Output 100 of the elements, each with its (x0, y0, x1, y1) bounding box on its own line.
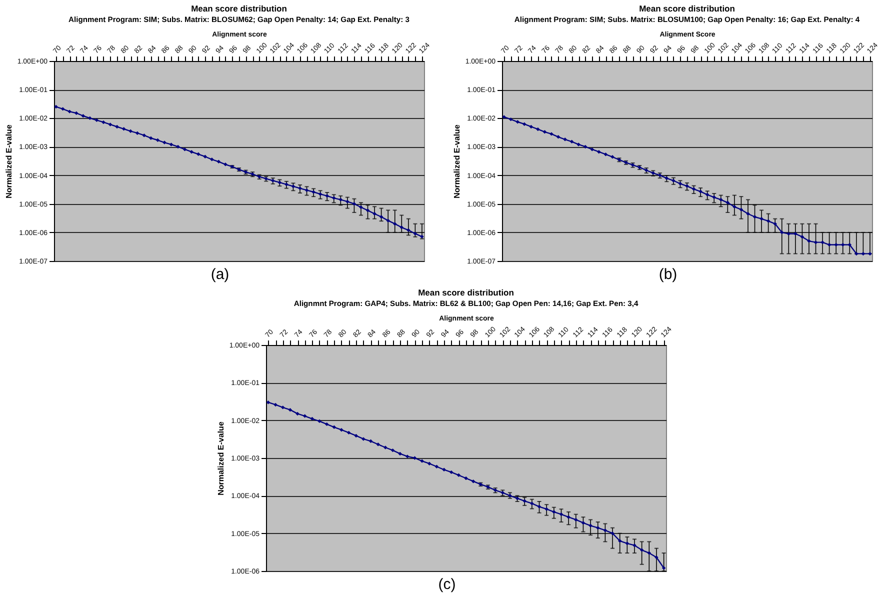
text: (c) (437, 576, 457, 594)
point (516, 120, 520, 124)
text: (b) (658, 266, 678, 284)
point (420, 234, 424, 239)
point (54, 104, 58, 109)
y-axis-title: Normalized E-value (4, 124, 14, 198)
point (449, 470, 454, 474)
point (456, 473, 461, 478)
point (376, 442, 380, 446)
point (406, 228, 410, 232)
point (752, 215, 757, 219)
point (354, 434, 358, 438)
point (318, 192, 322, 196)
point (726, 200, 730, 205)
text: (a) (210, 266, 230, 284)
point (603, 528, 608, 532)
point (332, 196, 336, 200)
point (346, 200, 350, 204)
point (583, 144, 588, 149)
point (692, 187, 696, 191)
point (739, 208, 744, 212)
point (122, 127, 126, 131)
point (176, 144, 180, 149)
point (352, 202, 356, 206)
point (672, 178, 676, 182)
point (406, 454, 410, 458)
point (632, 543, 636, 548)
point (760, 216, 764, 221)
point (544, 507, 548, 511)
point (610, 155, 614, 159)
point (379, 215, 384, 219)
y-axis-title: Normalized E-value (452, 124, 462, 198)
point (94, 118, 99, 122)
point (434, 464, 439, 468)
chart-title: Mean score distribution (418, 288, 514, 298)
point (428, 462, 432, 466)
point (820, 240, 824, 244)
point (400, 226, 404, 230)
point (536, 127, 540, 132)
point (169, 142, 174, 146)
point (156, 138, 160, 142)
point (296, 412, 300, 416)
point (800, 234, 804, 239)
point (284, 182, 288, 186)
point (719, 198, 723, 202)
point (203, 154, 207, 158)
point (115, 124, 119, 129)
point (340, 428, 344, 432)
point (372, 212, 376, 216)
point (746, 212, 750, 216)
point (190, 150, 194, 154)
point (359, 205, 363, 210)
point (732, 204, 736, 209)
point (325, 194, 329, 198)
chart-title: Mean score distribution (191, 4, 287, 14)
point (442, 468, 446, 472)
point (81, 114, 86, 118)
point (338, 198, 343, 202)
point (412, 456, 417, 460)
point (135, 131, 140, 135)
point (210, 158, 214, 162)
point (647, 551, 652, 555)
point (280, 406, 285, 410)
point (398, 452, 402, 456)
point (128, 129, 132, 134)
point (522, 122, 526, 126)
point (60, 107, 65, 111)
point (610, 531, 614, 536)
point (574, 518, 578, 522)
point (566, 515, 570, 519)
point (102, 120, 106, 124)
point (224, 162, 228, 166)
point (266, 400, 270, 404)
point (142, 133, 146, 138)
point (464, 476, 468, 480)
point (302, 414, 307, 418)
point (108, 122, 112, 126)
point (332, 425, 336, 429)
point (216, 160, 221, 164)
point (274, 402, 278, 407)
point (794, 232, 798, 236)
point (386, 218, 390, 222)
point (522, 499, 526, 503)
point (366, 208, 370, 212)
point (542, 130, 547, 134)
point (625, 542, 630, 546)
point (471, 479, 476, 484)
point (68, 110, 72, 114)
point (291, 184, 296, 188)
point (834, 242, 838, 247)
point (149, 136, 153, 140)
point (705, 192, 710, 197)
point (74, 111, 78, 115)
point (773, 222, 777, 226)
point (392, 222, 397, 226)
point (618, 539, 622, 543)
point (597, 150, 601, 154)
point (640, 548, 644, 552)
point (678, 182, 682, 186)
point (552, 510, 556, 514)
